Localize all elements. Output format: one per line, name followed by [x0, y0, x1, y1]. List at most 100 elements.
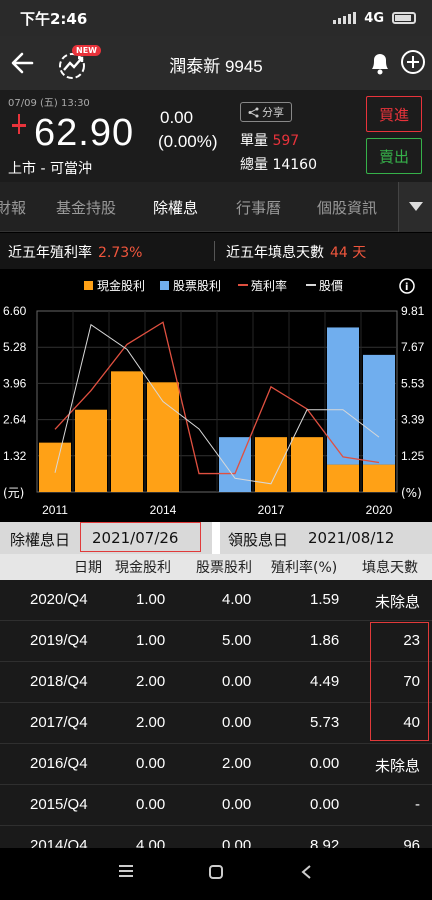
y-left-tick-label: 2.64	[3, 413, 27, 427]
table-row[interactable]: 2018/Q4 2.00 0.00 4.49 70	[0, 662, 432, 703]
share-button[interactable]: 分享	[240, 102, 292, 122]
cell-cash: 1.00	[136, 632, 166, 649]
table-row[interactable]: 2016/Q4 0.00 2.00 0.00 未除息	[0, 744, 432, 785]
cell-cash: 1.00	[136, 591, 166, 608]
total-volume-value: 14160	[272, 157, 317, 173]
cash-dividend-bar	[39, 442, 71, 492]
back-nav-icon[interactable]	[300, 864, 312, 880]
y-right-tick-label: 9.81	[401, 304, 425, 318]
home-icon[interactable]	[208, 864, 224, 880]
five-year-yield-value: 2.73%	[98, 245, 143, 261]
info-icon-glyph: i	[405, 282, 408, 293]
table-row[interactable]: 2019/Q4 1.00 5.00 1.86 23	[0, 621, 432, 662]
more-tabs-dropdown-icon[interactable]	[398, 182, 432, 232]
yield-line	[54, 321, 380, 475]
table-row[interactable]: 2017/Q4 2.00 0.00 5.73 40	[0, 703, 432, 744]
add-icon[interactable]	[400, 49, 426, 75]
cash-dividend-bar	[327, 464, 359, 492]
price-change: 0.00	[160, 108, 194, 127]
y-left-unit: (元)	[3, 486, 24, 500]
cell-yield: 1.59	[310, 591, 340, 608]
fill-days-label: 近五年填息天數	[226, 245, 324, 261]
legend-swatch	[238, 284, 248, 286]
cash-dividend-bar	[75, 409, 107, 492]
tab-bar: 財報 基金持股 除權息 行事曆 個股資訊	[0, 182, 432, 232]
fill-days-highlight	[370, 622, 429, 741]
cell-cash: 2.00	[136, 673, 166, 690]
table-row[interactable]: 2020/Q4 1.00 4.00 1.59 未除息	[0, 580, 432, 621]
cell-fill-days: 70	[403, 673, 420, 690]
share-label: 分享	[262, 106, 284, 119]
header-cash-dividend: 現金股利	[115, 560, 171, 576]
menu-icon[interactable]	[118, 864, 134, 878]
ex-dividend-highlight	[80, 522, 201, 552]
cell-date: 2020/Q4	[30, 591, 88, 608]
cell-yield: 1.86	[310, 632, 340, 649]
cell-date: 2019/Q4	[30, 632, 88, 649]
cash-dividend-bar	[147, 382, 179, 492]
y-right-unit: (%)	[401, 486, 422, 500]
header-yield: 殖利率(%)	[271, 560, 338, 576]
dividend-stats: 近五年殖利率 2.73% 近五年填息天數 44 天	[0, 233, 432, 269]
cell-stock: 0.00	[222, 714, 252, 731]
header-stock-dividend: 股票股利	[196, 560, 252, 576]
bell-icon[interactable]	[368, 50, 392, 76]
cell-date: 2017/Q4	[30, 714, 88, 731]
x-tick-label: 2017	[258, 503, 285, 517]
stock-dividend-bar	[327, 327, 359, 465]
legend-label: 現金股利	[97, 278, 145, 293]
five-year-yield-label: 近五年殖利率	[8, 245, 92, 261]
cell-stock: 2.00	[222, 755, 252, 772]
legend-swatch	[84, 281, 93, 290]
buy-button[interactable]: 買進	[366, 96, 422, 132]
cash-dividend-bar	[363, 464, 395, 492]
quote-date: 07/09 (五) 13:30	[8, 98, 90, 109]
back-arrow-icon[interactable]	[8, 46, 38, 80]
cell-cash: 2.00	[136, 714, 166, 731]
unit-volume: 單量 597	[240, 130, 299, 150]
table-row[interactable]: 2015/Q4 0.00 0.00 0.00 -	[0, 785, 432, 826]
legend-label: 股價	[319, 279, 343, 293]
ex-dividend-date-value: 2021/07/26	[92, 529, 179, 547]
dividend-chart: 現金股利 股票股利 殖利率 股價 i 6.60 9.81 5.28 7.67 3.96 5.53 2.…	[0, 269, 432, 522]
y-left-tick-label: 5.28	[3, 340, 27, 354]
cell-fill-days: 23	[403, 632, 420, 649]
cell-yield: 4.49	[310, 673, 340, 690]
tab-fund-holdings[interactable]: 基金持股	[56, 199, 117, 217]
share-icon	[248, 107, 259, 117]
cash-dividend-bar	[111, 371, 143, 492]
legend-swatch	[160, 281, 169, 290]
tab-dividends[interactable]: 除權息	[153, 199, 199, 217]
app-logo-icon[interactable]	[52, 42, 96, 86]
y-right-tick-label: 3.39	[401, 413, 425, 427]
tab-calendar[interactable]: 行事曆	[236, 199, 282, 217]
stats-divider	[214, 241, 215, 261]
y-left-tick-label: 3.96	[3, 376, 27, 390]
cell-date: 2016/Q4	[30, 755, 88, 772]
status-time: 下午2:46	[20, 9, 88, 28]
five-year-fill-days: 近五年填息天數 44 天	[226, 242, 366, 262]
status-icons: 4G	[333, 11, 416, 26]
cell-date: 2018/Q4	[30, 673, 88, 690]
new-badge: NEW	[72, 45, 101, 56]
dividend-table-header: 日期 現金股利 股票股利 殖利率(%) 填息天數	[0, 554, 432, 580]
x-tick-label: 2020	[366, 503, 393, 517]
quote-panel: 07/09 (五) 13:30 62.90 0.00 (0.00%) 上市 - …	[0, 90, 432, 182]
x-tick-label: 2014	[150, 503, 177, 517]
signal-icon	[333, 12, 357, 24]
five-year-yield: 近五年殖利率 2.73%	[8, 242, 142, 262]
network-label: 4G	[364, 10, 384, 26]
sell-button[interactable]: 賣出	[366, 138, 422, 174]
price-line	[54, 323, 380, 485]
dividend-chart-svg: 現金股利 股票股利 殖利率 股價 i 6.60 9.81 5.28 7.67 3.96 5.53 2.…	[3, 278, 425, 517]
cell-date: 2015/Q4	[30, 796, 88, 813]
tab-financials[interactable]: 財報	[0, 199, 27, 217]
info-icon	[399, 278, 415, 294]
header-fill-days: 填息天數	[362, 560, 418, 576]
y-right-tick-label: 7.67	[401, 340, 425, 354]
market-type: 上市 - 可當沖	[8, 161, 92, 177]
tab-stock-info[interactable]: 個股資訊	[317, 199, 378, 217]
total-volume: 總量 14160	[240, 154, 317, 174]
status-bar: 下午2:46 4G	[0, 0, 432, 36]
legend-swatch	[306, 284, 316, 286]
